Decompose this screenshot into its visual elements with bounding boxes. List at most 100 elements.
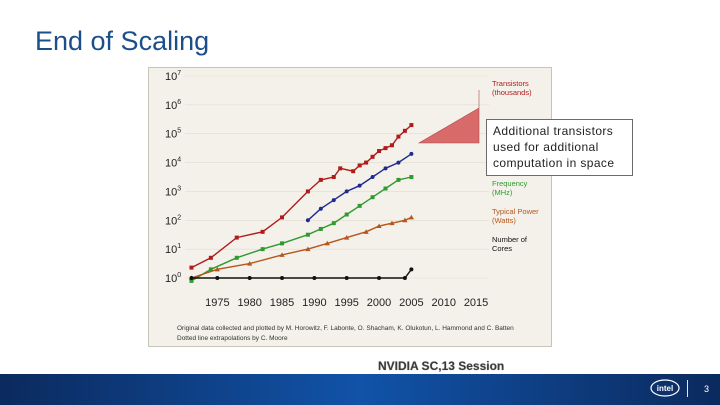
chart-caption: Original data collected and plotted by M… bbox=[177, 325, 514, 332]
data-point bbox=[247, 276, 252, 280]
data-point bbox=[377, 149, 382, 154]
y-tick-exponent: 0 bbox=[177, 272, 181, 279]
data-point bbox=[234, 235, 239, 240]
data-point bbox=[234, 255, 239, 260]
legend-line: Typical Power bbox=[492, 207, 539, 216]
data-point bbox=[280, 241, 285, 246]
y-tick-label: 102 bbox=[165, 214, 181, 227]
x-tick-label: 1990 bbox=[302, 297, 326, 309]
data-point bbox=[279, 252, 285, 257]
x-tick-label: 2015 bbox=[464, 297, 488, 309]
y-tick-exponent: 2 bbox=[177, 214, 181, 221]
legend-entry: Typical Power (Watts) bbox=[492, 207, 539, 225]
data-point bbox=[357, 163, 362, 168]
y-tick-base: 10 bbox=[165, 186, 177, 198]
y-tick-exponent: 4 bbox=[177, 157, 181, 164]
y-tick-label: 103 bbox=[165, 185, 181, 198]
bottom-bar bbox=[0, 374, 720, 405]
data-point bbox=[208, 255, 213, 260]
legend-line: (Watts) bbox=[492, 216, 516, 225]
data-point bbox=[377, 276, 382, 280]
data-point bbox=[215, 276, 220, 280]
data-point bbox=[280, 215, 285, 220]
svg-text:intel: intel bbox=[657, 384, 673, 393]
y-tick-exponent: 1 bbox=[177, 243, 181, 250]
data-point bbox=[305, 189, 310, 194]
data-point bbox=[370, 154, 375, 159]
chart-caption: Dotted line extrapolations by C. Moore bbox=[177, 335, 288, 342]
data-point bbox=[305, 232, 310, 237]
data-point bbox=[402, 217, 408, 223]
x-tick-label: 2005 bbox=[399, 297, 423, 309]
data-point bbox=[189, 278, 194, 283]
page-number: 3 bbox=[704, 384, 710, 394]
data-point bbox=[260, 229, 265, 234]
data-point bbox=[324, 240, 330, 246]
legend-line: Number of bbox=[492, 235, 528, 244]
series-line bbox=[191, 176, 412, 282]
data-point bbox=[351, 169, 356, 174]
y-tick-label: 107 bbox=[165, 70, 181, 83]
data-point bbox=[318, 177, 323, 182]
y-tick-label: 106 bbox=[165, 99, 181, 112]
data-point bbox=[396, 134, 401, 139]
x-tick-label: 1975 bbox=[205, 297, 229, 309]
data-point bbox=[189, 276, 194, 280]
data-point bbox=[344, 276, 349, 280]
legend-line: Cores bbox=[492, 244, 512, 253]
callout-arrow bbox=[417, 90, 480, 144]
chart-frame: 107 106 105 104 103 102 101 100 1975 1980 1985 1990… bbox=[148, 67, 552, 347]
y-tick-base: 10 bbox=[165, 273, 177, 285]
x-tick-label: 2000 bbox=[367, 297, 391, 309]
data-point bbox=[408, 214, 414, 220]
data-point bbox=[383, 166, 388, 171]
data-point bbox=[208, 267, 213, 272]
data-point bbox=[344, 235, 350, 240]
data-point bbox=[318, 226, 323, 231]
footer-caption: NVIDIA SC,13 Session bbox=[378, 359, 505, 373]
y-tick-base: 10 bbox=[165, 71, 177, 83]
data-point bbox=[363, 229, 369, 234]
y-tick-exponent: 5 bbox=[177, 128, 181, 135]
data-point bbox=[331, 175, 336, 179]
data-point bbox=[389, 143, 394, 148]
logo-divider bbox=[687, 380, 688, 397]
y-tick-exponent: 7 bbox=[177, 70, 181, 77]
legend-line: Transistors bbox=[492, 79, 529, 88]
data-point bbox=[312, 276, 317, 280]
data-point bbox=[331, 198, 336, 203]
slide-title: End of Scaling bbox=[35, 26, 210, 56]
data-point bbox=[338, 166, 343, 171]
y-tick-base: 10 bbox=[165, 129, 177, 141]
x-tick-label: 2010 bbox=[431, 297, 455, 309]
y-tick-base: 10 bbox=[165, 215, 177, 227]
y-tick-label: 101 bbox=[165, 243, 181, 256]
data-point bbox=[396, 177, 401, 182]
data-point bbox=[409, 123, 414, 128]
data-point bbox=[402, 276, 407, 280]
data-point bbox=[396, 160, 401, 165]
y-tick-base: 10 bbox=[165, 100, 177, 112]
y-tick-label: 105 bbox=[165, 128, 181, 141]
intel-logo-icon: intel bbox=[650, 379, 680, 397]
x-tick-label: 1980 bbox=[237, 297, 261, 309]
data-point bbox=[364, 160, 369, 165]
legend-entry: Frequency (MHz) bbox=[492, 179, 528, 197]
data-point bbox=[189, 265, 194, 270]
data-point bbox=[389, 220, 395, 226]
data-point bbox=[260, 247, 265, 252]
data-point bbox=[383, 146, 388, 151]
data-point bbox=[376, 223, 382, 229]
data-point bbox=[344, 212, 349, 217]
data-point bbox=[280, 276, 285, 280]
y-tick-exponent: 3 bbox=[177, 185, 181, 192]
data-point bbox=[214, 266, 220, 272]
data-point bbox=[247, 260, 253, 266]
x-tick-label: 1995 bbox=[334, 297, 358, 309]
data-point bbox=[331, 221, 336, 226]
data-point bbox=[370, 195, 375, 200]
data-point bbox=[305, 246, 311, 252]
legend-line: (MHz) bbox=[492, 188, 513, 197]
y-tick-base: 10 bbox=[165, 158, 177, 170]
